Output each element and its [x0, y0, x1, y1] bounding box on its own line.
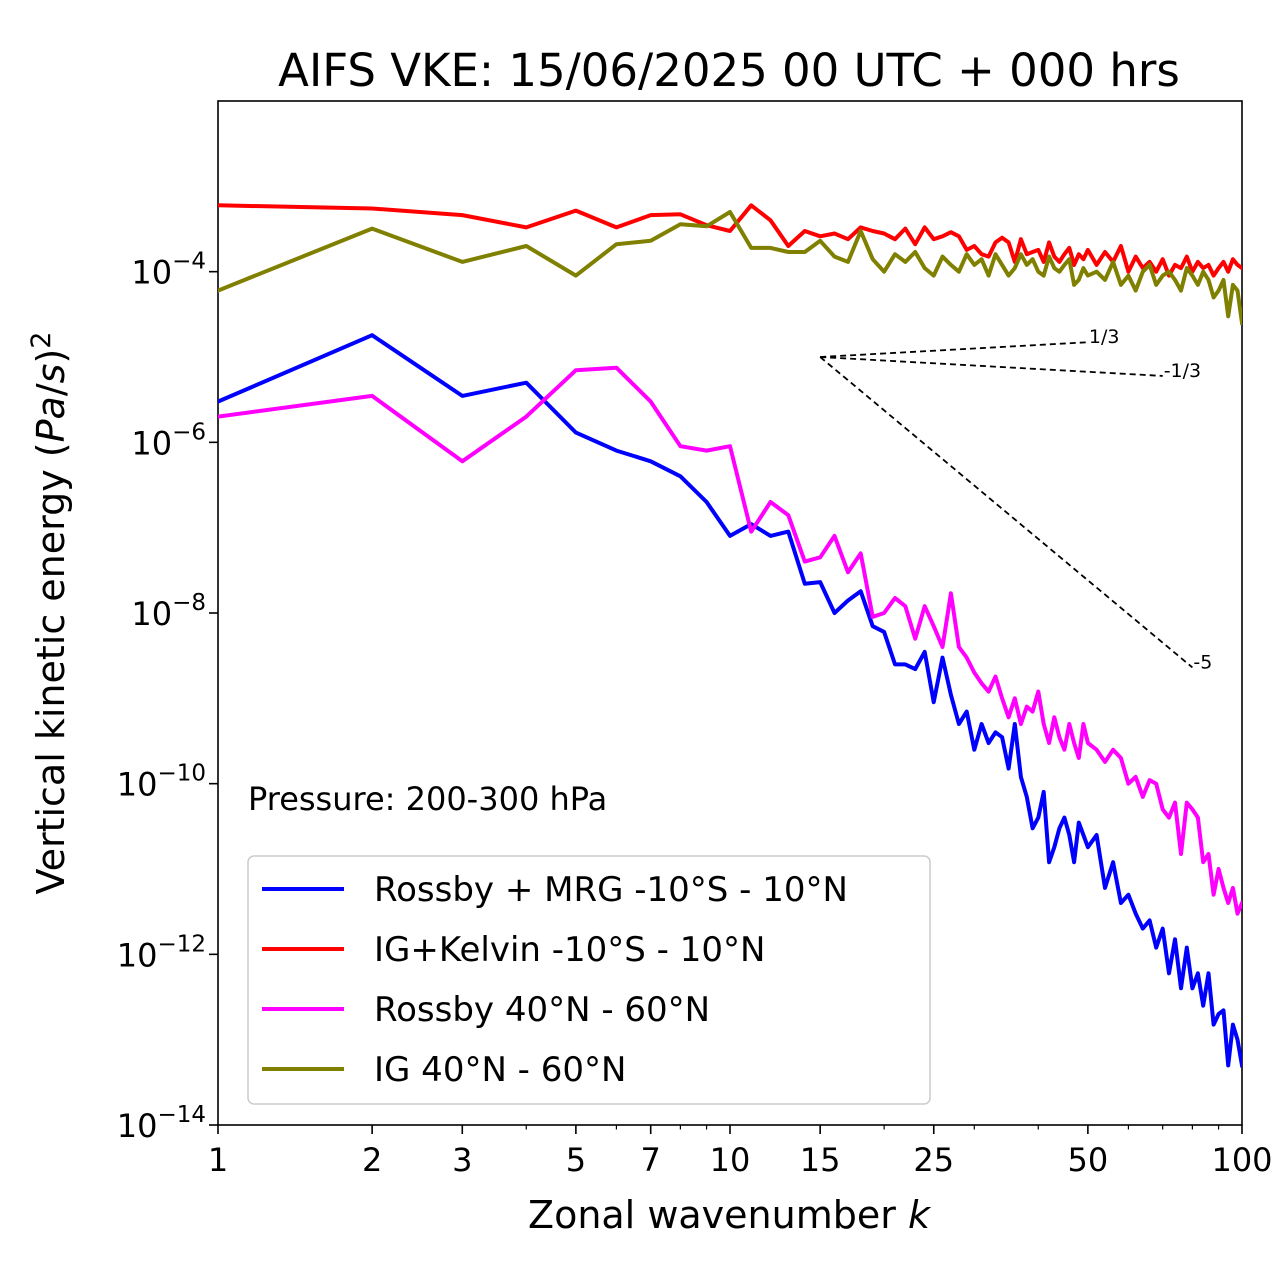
x-tick-label: 25 — [913, 1141, 954, 1179]
slope-line — [820, 341, 1088, 358]
x-tick-label: 2 — [362, 1141, 382, 1179]
x-tick-label: 1 — [208, 1141, 228, 1179]
y-axis-ticks: 10−4 10−6 10−8 10−10 10−12 10−14 — [117, 249, 218, 1145]
series-line-ig-40-n-60-n — [218, 210, 1242, 326]
y-tick-label: 10−12 — [117, 931, 206, 974]
legend-box — [247, 855, 931, 1105]
y-axis-label: Vertical kinetic energy (Pa/s)2 — [26, 332, 73, 895]
y-tick-label: 10−4 — [131, 249, 206, 292]
legend-label: IG+Kelvin -10°S - 10°N — [374, 930, 765, 970]
slope-line — [820, 356, 1163, 377]
slope-label: -5 — [1193, 651, 1212, 673]
pressure-annotation: Pressure: 200-300 hPa — [248, 780, 607, 818]
x-axis-label: Zonal wavenumber k — [528, 1193, 932, 1237]
y-tick-label: 10−14 — [117, 1102, 206, 1145]
legend-label: Rossby 40°N - 60°N — [374, 990, 710, 1030]
legend-entries: Rossby + MRG -10°S - 10°N IG+Kelvin -10°S… — [262, 870, 848, 1090]
x-tick-label: 100 — [1211, 1141, 1272, 1179]
x-tick-label: 15 — [800, 1141, 841, 1179]
y-tick-label: 10−8 — [131, 590, 206, 633]
x-minor-ticks — [525, 1125, 1220, 1130]
x-tick-label: 10 — [710, 1141, 751, 1179]
slope-label: 1/3 — [1089, 326, 1120, 348]
legend-label: Rossby + MRG -10°S - 10°N — [374, 870, 848, 910]
x-tick-label: 50 — [1068, 1141, 1109, 1179]
x-tick-label: 3 — [452, 1141, 472, 1179]
series-line-rossby-40-n-60-n — [218, 365, 1242, 916]
x-tick-label: 5 — [566, 1141, 586, 1179]
series-lines — [218, 203, 1242, 1068]
x-tick-label: 7 — [641, 1141, 661, 1179]
chart-title: AIFS VKE: 15/06/2025 00 UTC + 000 hrs — [278, 44, 1180, 97]
legend: Rossby + MRG -10°S - 10°N IG+Kelvin -10°S… — [247, 855, 931, 1105]
reference-slopes: 1/3 -1/3 -5 — [819, 326, 1212, 673]
y-tick-label: 10−10 — [117, 761, 206, 804]
x-axis-ticks: 1 2 3 5 7 10 15 25 50 100 — [208, 1125, 1273, 1179]
slope-label: -1/3 — [1164, 360, 1201, 382]
slope-line — [819, 356, 1193, 669]
series-line-rossby-mrg-10-s-10-n — [218, 333, 1242, 1068]
legend-label: IG 40°N - 60°N — [374, 1050, 626, 1090]
y-tick-label: 10−6 — [131, 419, 206, 462]
series-line-ig-kelvin-10-s-10-n — [218, 203, 1242, 278]
